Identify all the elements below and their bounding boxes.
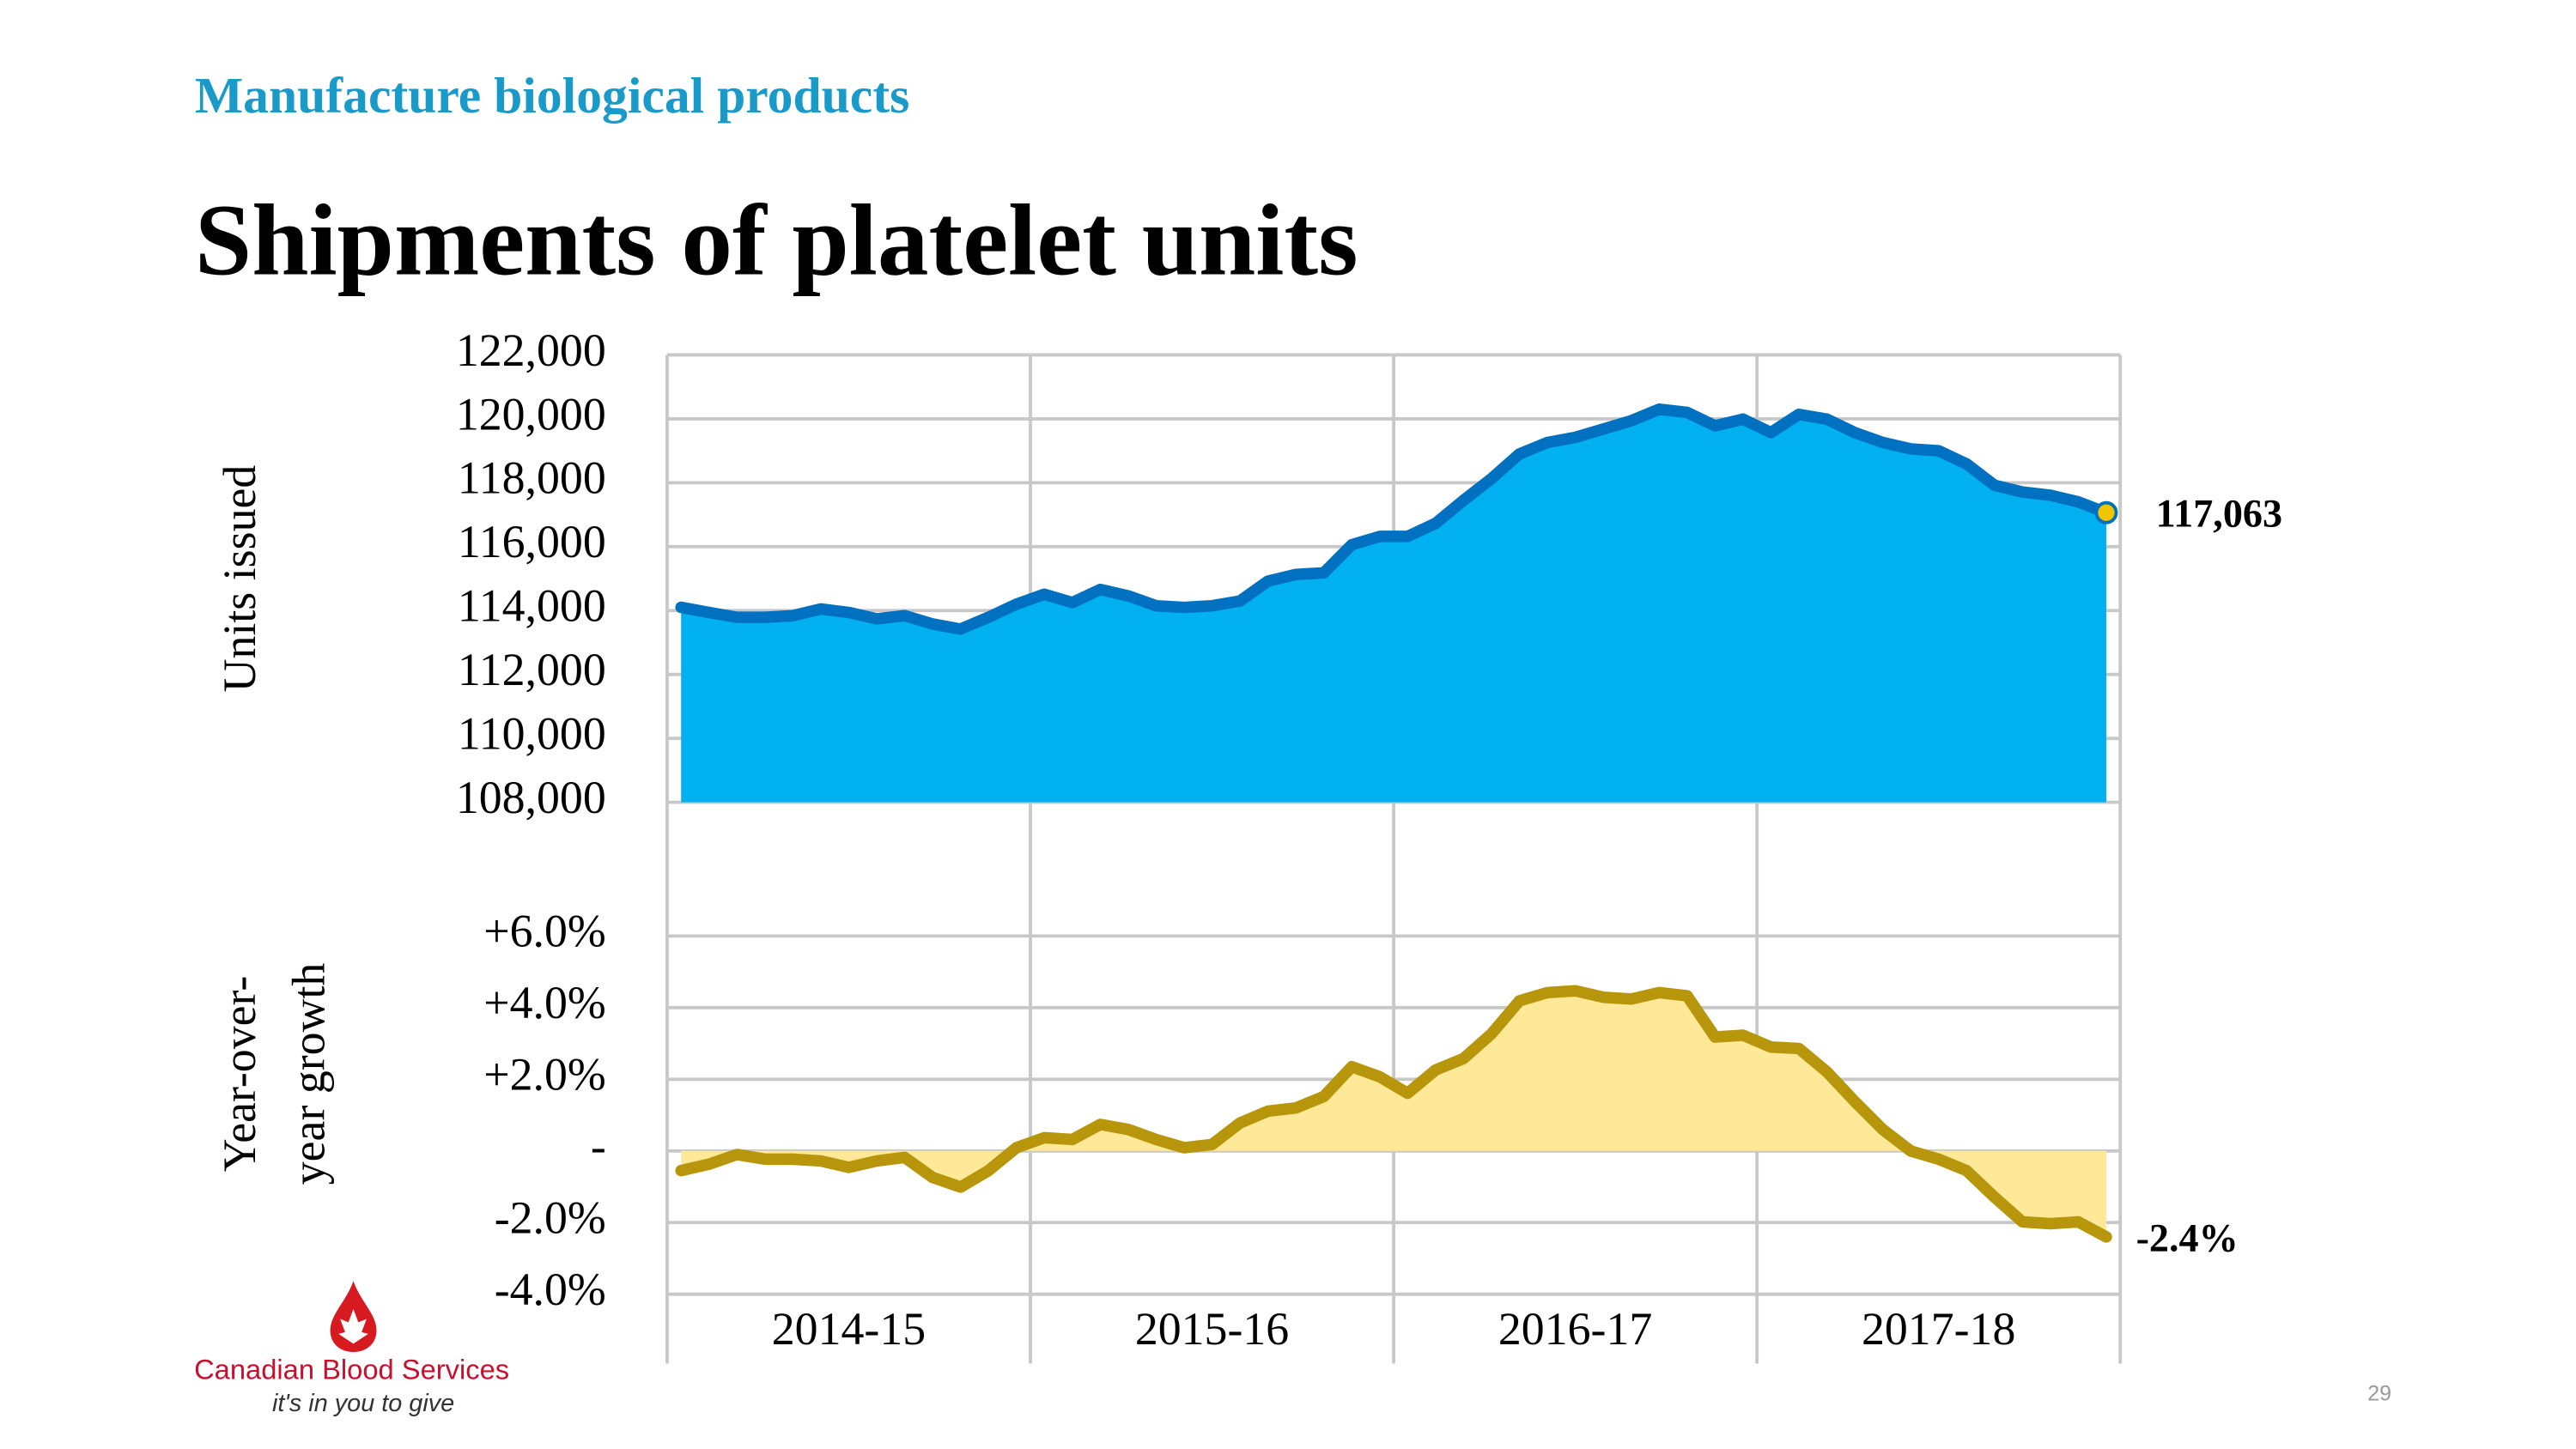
x-tick-label: 2014-15	[772, 1303, 926, 1355]
y-axis-label: Year-over-	[214, 976, 265, 1173]
end-label: -2.4%	[2136, 1216, 2239, 1259]
y-tick-label: +4.0%	[483, 977, 605, 1028]
y-tick-label: -4.0%	[495, 1264, 606, 1315]
y-tick-label: 120,000	[456, 388, 606, 440]
y-axis-label: year growth	[283, 963, 335, 1185]
x-tick-label: 2017-18	[1862, 1303, 2015, 1355]
logo-leaf	[338, 1309, 368, 1344]
area	[681, 991, 2106, 1237]
section-title: Manufacture biological products	[195, 67, 909, 124]
line	[675, 985, 2112, 1243]
area	[681, 409, 2106, 803]
tagline: it's in you to give	[272, 1390, 454, 1417]
y-tick-label: +2.0%	[483, 1049, 605, 1100]
x-tick-label: 2016-17	[1498, 1303, 1652, 1355]
y-tick-label: +6.0%	[483, 906, 605, 957]
y-tick-label: 118,000	[458, 452, 606, 504]
x-tick-label: 2015-16	[1135, 1303, 1289, 1355]
y-tick-label: -2.0%	[495, 1192, 606, 1244]
y-axis-label: Units issued	[214, 465, 265, 693]
y-tick-label: 112,000	[458, 644, 606, 695]
y-tick-label: 116,000	[458, 516, 606, 567]
end-marker	[2094, 500, 2118, 524]
brand: Canadian Blood Services	[194, 1354, 509, 1385]
y-tick-label: 110,000	[458, 708, 606, 760]
page-number: 29	[2367, 1382, 2391, 1406]
slide-title: Shipments of platelet units	[195, 184, 1358, 297]
end-label: 117,063	[2156, 492, 2282, 536]
y-tick-label: 114,000	[458, 580, 606, 632]
y-tick-label: 108,000	[456, 772, 606, 823]
line	[675, 403, 2112, 635]
y-tick-label: 122,000	[456, 324, 606, 376]
y-tick-label: -	[591, 1120, 606, 1172]
